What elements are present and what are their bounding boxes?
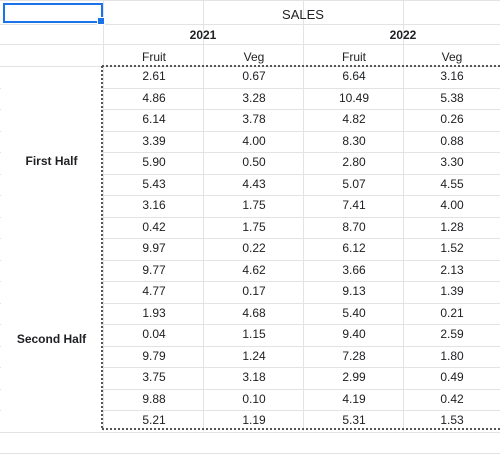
col-header-veg-2022[interactable]: Veg <box>441 50 463 64</box>
data-cell[interactable]: 3.16 <box>142 198 166 212</box>
data-cell[interactable]: 0.42 <box>142 219 166 234</box>
data-cell[interactable]: 1.24 <box>242 348 266 363</box>
data-cell[interactable]: 4.62 <box>242 262 266 277</box>
sheet-title[interactable]: SALES <box>282 7 324 22</box>
data-cell[interactable]: 3.16 <box>440 69 464 83</box>
data-cell[interactable]: 1.28 <box>440 219 464 234</box>
data-cell[interactable]: 5.90 <box>142 155 166 169</box>
data-cell[interactable]: 4.00 <box>440 198 464 212</box>
data-cell[interactable]: 5.21 <box>142 413 166 427</box>
second-half-merged[interactable] <box>1 255 101 427</box>
data-cell[interactable]: 2.61 <box>142 69 166 83</box>
data-cell[interactable]: 0.42 <box>440 391 464 406</box>
col-header-veg-2021[interactable]: Veg <box>243 50 265 64</box>
data-cell[interactable]: 3.28 <box>242 90 266 105</box>
data-cell[interactable]: 3.75 <box>142 370 166 384</box>
data-cell[interactable]: 9.13 <box>342 284 366 298</box>
data-cell[interactable]: 1.80 <box>440 348 464 363</box>
data-cell[interactable]: 7.28 <box>342 348 366 363</box>
first-half-merged[interactable] <box>1 67 101 253</box>
data-cell[interactable]: 1.75 <box>242 198 266 212</box>
data-cell[interactable]: 0.04 <box>142 327 166 341</box>
data-cell[interactable]: 9.77 <box>142 262 166 277</box>
data-cell[interactable]: 4.68 <box>242 305 266 320</box>
data-cell[interactable]: 4.43 <box>242 176 266 191</box>
selected-cell[interactable] <box>3 3 105 25</box>
data-cell[interactable]: 0.21 <box>440 305 464 320</box>
data-cell[interactable]: 10.49 <box>338 90 370 105</box>
data-cell[interactable]: 1.39 <box>440 284 464 298</box>
data-cell[interactable]: 2.80 <box>342 155 366 169</box>
data-cell[interactable]: 0.10 <box>242 391 266 406</box>
data-cell[interactable]: 6.12 <box>342 241 366 255</box>
data-cell[interactable]: 0.88 <box>440 133 464 148</box>
data-cell[interactable]: 3.39 <box>142 133 166 148</box>
data-cell[interactable]: 6.64 <box>342 69 366 83</box>
data-cell[interactable]: 6.14 <box>142 112 166 126</box>
data-cell[interactable]: 0.67 <box>242 69 266 83</box>
data-cell[interactable]: 1.93 <box>142 305 166 320</box>
year-header-2022[interactable]: 2022 <box>389 28 417 42</box>
data-cell[interactable]: 9.40 <box>342 327 366 341</box>
data-cell[interactable]: 0.17 <box>242 284 266 298</box>
data-cell[interactable]: 1.15 <box>242 327 266 341</box>
data-cell[interactable]: 5.43 <box>142 176 166 191</box>
data-cell[interactable]: 4.00 <box>242 133 266 148</box>
data-cell[interactable]: 4.55 <box>440 176 464 191</box>
data-cell[interactable]: 9.88 <box>142 391 166 406</box>
data-cell[interactable]: 8.30 <box>342 133 366 148</box>
data-cell[interactable]: 0.50 <box>242 155 266 169</box>
data-cell[interactable]: 4.82 <box>342 112 366 126</box>
data-cell[interactable]: 3.78 <box>242 112 266 126</box>
data-cell[interactable]: 0.26 <box>440 112 464 126</box>
dotted-border-top <box>102 65 500 67</box>
data-cell[interactable]: 1.52 <box>440 241 464 255</box>
data-cell[interactable]: 1.75 <box>242 219 266 234</box>
data-cell[interactable]: 0.49 <box>440 370 464 384</box>
data-cell[interactable]: 4.77 <box>142 284 166 298</box>
dotted-border-bottom <box>102 428 500 430</box>
col-header-fruit-2022[interactable]: Fruit <box>342 50 366 64</box>
data-cell[interactable]: 9.97 <box>142 241 166 255</box>
data-cell[interactable]: 3.18 <box>242 370 266 384</box>
dotted-border-left <box>101 66 103 428</box>
data-cell[interactable]: 4.19 <box>342 391 366 406</box>
data-cell[interactable]: 7.41 <box>342 198 366 212</box>
data-cell[interactable]: 9.79 <box>142 348 166 363</box>
data-cell[interactable]: 3.66 <box>342 262 366 277</box>
data-cell[interactable]: 5.07 <box>342 176 366 191</box>
data-cell[interactable]: 3.30 <box>440 155 464 169</box>
data-cell[interactable]: 5.40 <box>342 305 366 320</box>
data-cell[interactable]: 2.59 <box>440 327 464 341</box>
data-cell[interactable]: 5.31 <box>342 413 366 427</box>
data-cell[interactable]: 0.22 <box>242 241 266 255</box>
data-cell[interactable]: 2.99 <box>342 370 366 384</box>
fill-handle[interactable] <box>97 17 105 25</box>
data-cell[interactable]: 1.19 <box>242 413 266 427</box>
col-header-fruit-2021[interactable]: Fruit <box>142 50 166 64</box>
year-header-2021[interactable]: 2021 <box>189 28 217 42</box>
data-cell[interactable]: 8.70 <box>342 219 366 234</box>
data-cell[interactable]: 4.86 <box>142 90 166 105</box>
data-cell[interactable]: 1.53 <box>440 413 464 427</box>
data-cell[interactable]: 5.38 <box>440 90 464 105</box>
group-label-second-half: Second Half <box>16 332 87 346</box>
data-cell[interactable]: 2.13 <box>440 262 464 277</box>
group-label-first-half: First Half <box>25 154 78 168</box>
